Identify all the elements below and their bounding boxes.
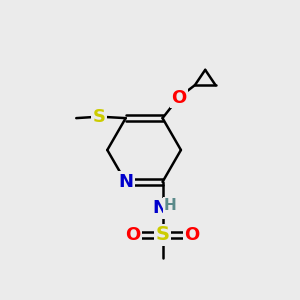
Text: N: N — [153, 200, 168, 217]
Text: S: S — [93, 108, 106, 126]
Text: O: O — [184, 226, 200, 244]
Text: N: N — [118, 173, 133, 191]
Text: H: H — [164, 198, 177, 213]
Text: O: O — [125, 226, 141, 244]
Text: S: S — [155, 225, 170, 244]
Text: O: O — [171, 88, 186, 106]
